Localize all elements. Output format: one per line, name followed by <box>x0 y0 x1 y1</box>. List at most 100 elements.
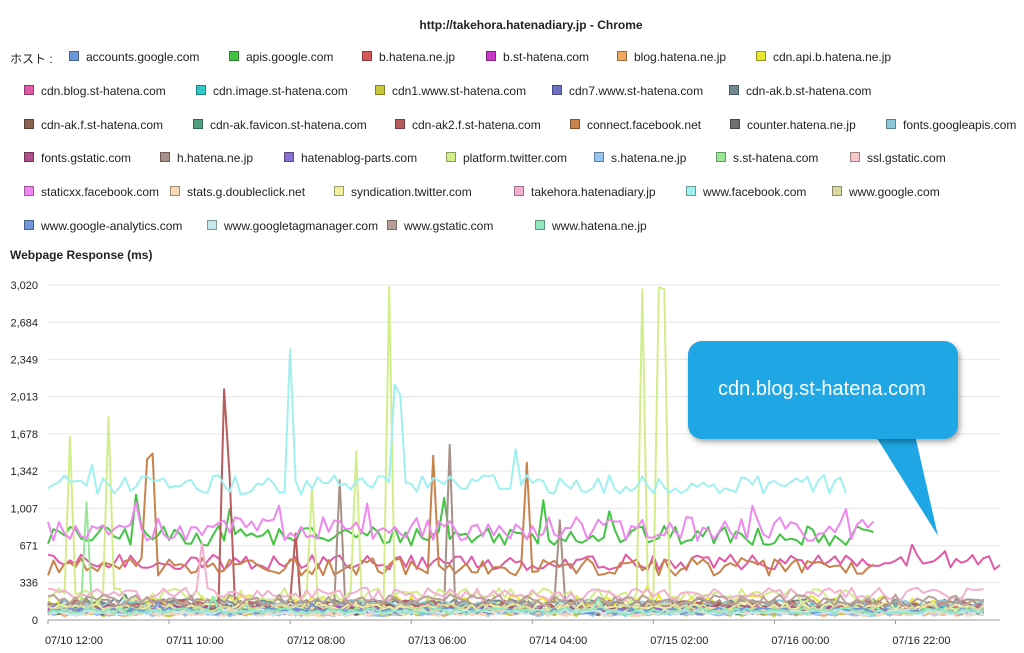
x-tick-label: 07/15 02:00 <box>650 635 708 647</box>
legend-swatch <box>24 119 34 129</box>
legend-swatch <box>160 152 170 162</box>
legend-swatch <box>486 51 496 61</box>
legend-label: syndication.twitter.com <box>351 185 472 199</box>
x-tick-label: 07/13 06:00 <box>408 635 466 647</box>
legend-swatch <box>716 152 726 162</box>
series-line[interactable] <box>47 452 874 577</box>
y-tick-label: 2,349 <box>10 354 38 366</box>
legend-label: cdn1.www.st-hatena.com <box>392 84 527 98</box>
legend-swatch <box>170 186 180 196</box>
legend-label: blog.hatena.ne.jp <box>634 50 727 64</box>
y-tick-label: 0 <box>32 615 38 627</box>
legend-label: s.st-hatena.com <box>733 151 819 165</box>
legend-swatch <box>69 51 79 61</box>
legend-swatch <box>24 152 34 162</box>
legend-swatch <box>886 119 896 129</box>
legend-label: stats.g.doubleclick.net <box>187 185 306 199</box>
legend-label: counter.hatena.ne.jp <box>747 118 856 132</box>
legend-label: cdn-ak.b.st-hatena.com <box>746 84 872 98</box>
legend-label: platform.twitter.com <box>463 151 568 165</box>
series-lines <box>47 286 1001 618</box>
legend-label: cdn-ak.f.st-hatena.com <box>41 118 164 132</box>
series-line[interactable] <box>47 595 984 616</box>
legend-label: fonts.googleapis.com <box>903 118 1017 132</box>
y-tick-label: 671 <box>20 541 38 553</box>
series-line[interactable] <box>47 348 847 496</box>
legend-label: ssl.gstatic.com <box>867 151 946 165</box>
legend-label: cdn7.www.st-hatena.com <box>569 84 704 98</box>
legend-label: hatenablog-parts.com <box>301 151 418 165</box>
series-line[interactable] <box>47 501 875 542</box>
legend-label: h.hatena.ne.jp <box>177 151 254 165</box>
legend-label: cdn.api.b.hatena.ne.jp <box>773 50 892 64</box>
legend-swatch <box>24 186 34 196</box>
legend: accounts.google.com apis.google.com b.hate… <box>0 0 1024 240</box>
legend-swatch <box>395 119 405 129</box>
legend-swatch <box>24 85 34 95</box>
callout-text: cdn.blog.st-hatena.com <box>718 378 926 400</box>
legend-swatch <box>832 186 842 196</box>
legend-label: www.hatena.ne.jp <box>552 219 647 233</box>
x-tick-label: 07/11 10:00 <box>166 635 223 647</box>
legend-swatch <box>730 119 740 129</box>
legend-label: apis.google.com <box>246 50 334 64</box>
chart-title: Webpage Response (ms) <box>10 248 153 262</box>
legend-label: staticxx.facebook.com <box>41 185 160 199</box>
legend-swatch <box>850 152 860 162</box>
series-line[interactable] <box>47 543 1001 572</box>
legend-label: www.facebook.com <box>703 185 807 199</box>
legend-label: cdn.blog.st-hatena.com <box>41 84 166 98</box>
legend-label: www.gstatic.com <box>404 219 494 233</box>
legend-label: b.st-hatena.com <box>503 50 590 64</box>
legend-swatch <box>552 85 562 95</box>
legend-swatch <box>535 220 545 230</box>
callout-bubble: cdn.blog.st-hatena.com <box>688 341 958 439</box>
legend-swatch <box>284 152 294 162</box>
x-tick-label: 07/16 00:00 <box>771 635 829 647</box>
legend-swatch <box>446 152 456 162</box>
legend-swatch <box>514 186 524 196</box>
legend-swatch <box>686 186 696 196</box>
y-tick-label: 336 <box>20 578 38 590</box>
legend-swatch <box>229 51 239 61</box>
legend-swatch <box>193 119 203 129</box>
y-tick-label: 1,342 <box>10 466 38 478</box>
y-tick-label: 3,020 <box>10 280 38 292</box>
legend-swatch <box>387 220 397 230</box>
legend-label: accounts.google.com <box>86 50 200 64</box>
host-label: ホスト : <box>10 52 53 66</box>
legend-swatch <box>24 220 34 230</box>
x-tick-label: 07/12 08:00 <box>287 635 345 647</box>
legend-label: www.google-analytics.com <box>41 219 183 233</box>
series-line[interactable] <box>47 593 984 607</box>
axes: 0 336 671 1,007 1,342 1,678 2,013 2,349 2,684 3,0… <box>10 280 950 647</box>
legend-swatch <box>334 186 344 196</box>
legend-swatch <box>196 85 206 95</box>
series-line[interactable] <box>47 541 984 602</box>
window-title: http://takehora.hatenadiary.jp - Chrome <box>419 18 643 32</box>
legend-swatch <box>617 51 627 61</box>
x-tick-label: 07/16 22:00 <box>892 635 950 647</box>
legend-label: b.hatena.ne.jp <box>379 50 456 64</box>
legend-label: s.hatena.ne.jp <box>611 151 687 165</box>
y-tick-label: 2,013 <box>10 392 38 404</box>
legend-label: www.google.com <box>849 185 940 199</box>
legend-swatch <box>362 51 372 61</box>
legend-label: connect.facebook.net <box>587 118 702 132</box>
legend-label: fonts.gstatic.com <box>41 151 132 165</box>
legend-swatch <box>207 220 217 230</box>
legend-label: cdn-ak2.f.st-hatena.com <box>412 118 541 132</box>
legend-swatch <box>375 85 385 95</box>
y-tick-label: 2,684 <box>10 317 38 329</box>
y-tick-label: 1,678 <box>10 429 38 441</box>
legend-label: takehora.hatenadiary.jp <box>531 185 656 199</box>
legend-swatch <box>729 85 739 95</box>
callout-pointer <box>875 435 938 536</box>
y-tick-label: 1,007 <box>10 503 38 515</box>
x-tick-label: 07/10 12:00 <box>45 635 103 647</box>
legend-label: www.googletagmanager.com <box>224 219 379 233</box>
series-line[interactable] <box>47 493 874 547</box>
legend-label: cdn.image.st-hatena.com <box>213 84 348 98</box>
